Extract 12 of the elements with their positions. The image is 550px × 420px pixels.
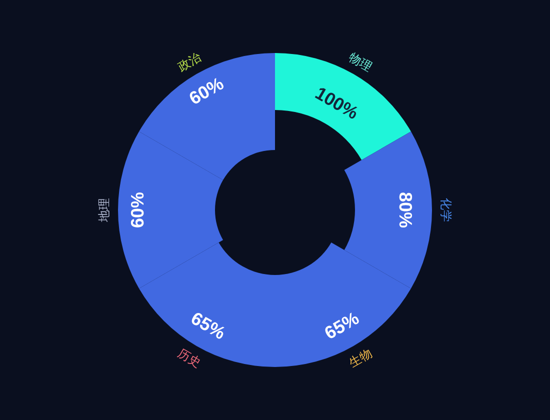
data-label: 65%	[321, 308, 362, 344]
data-label: 65%	[188, 308, 229, 344]
category-label: 地理	[97, 198, 111, 223]
data-label: 60%	[128, 192, 148, 228]
category-label: 历史	[176, 346, 204, 370]
data-label: 60%	[186, 73, 227, 109]
category-label: 化学	[439, 198, 453, 222]
category-label: 政治	[176, 50, 204, 74]
data-label: 100%	[312, 82, 362, 124]
category-label: 生物	[346, 346, 374, 370]
category-label: 物理	[346, 50, 374, 74]
data-label: 80%	[395, 192, 416, 228]
